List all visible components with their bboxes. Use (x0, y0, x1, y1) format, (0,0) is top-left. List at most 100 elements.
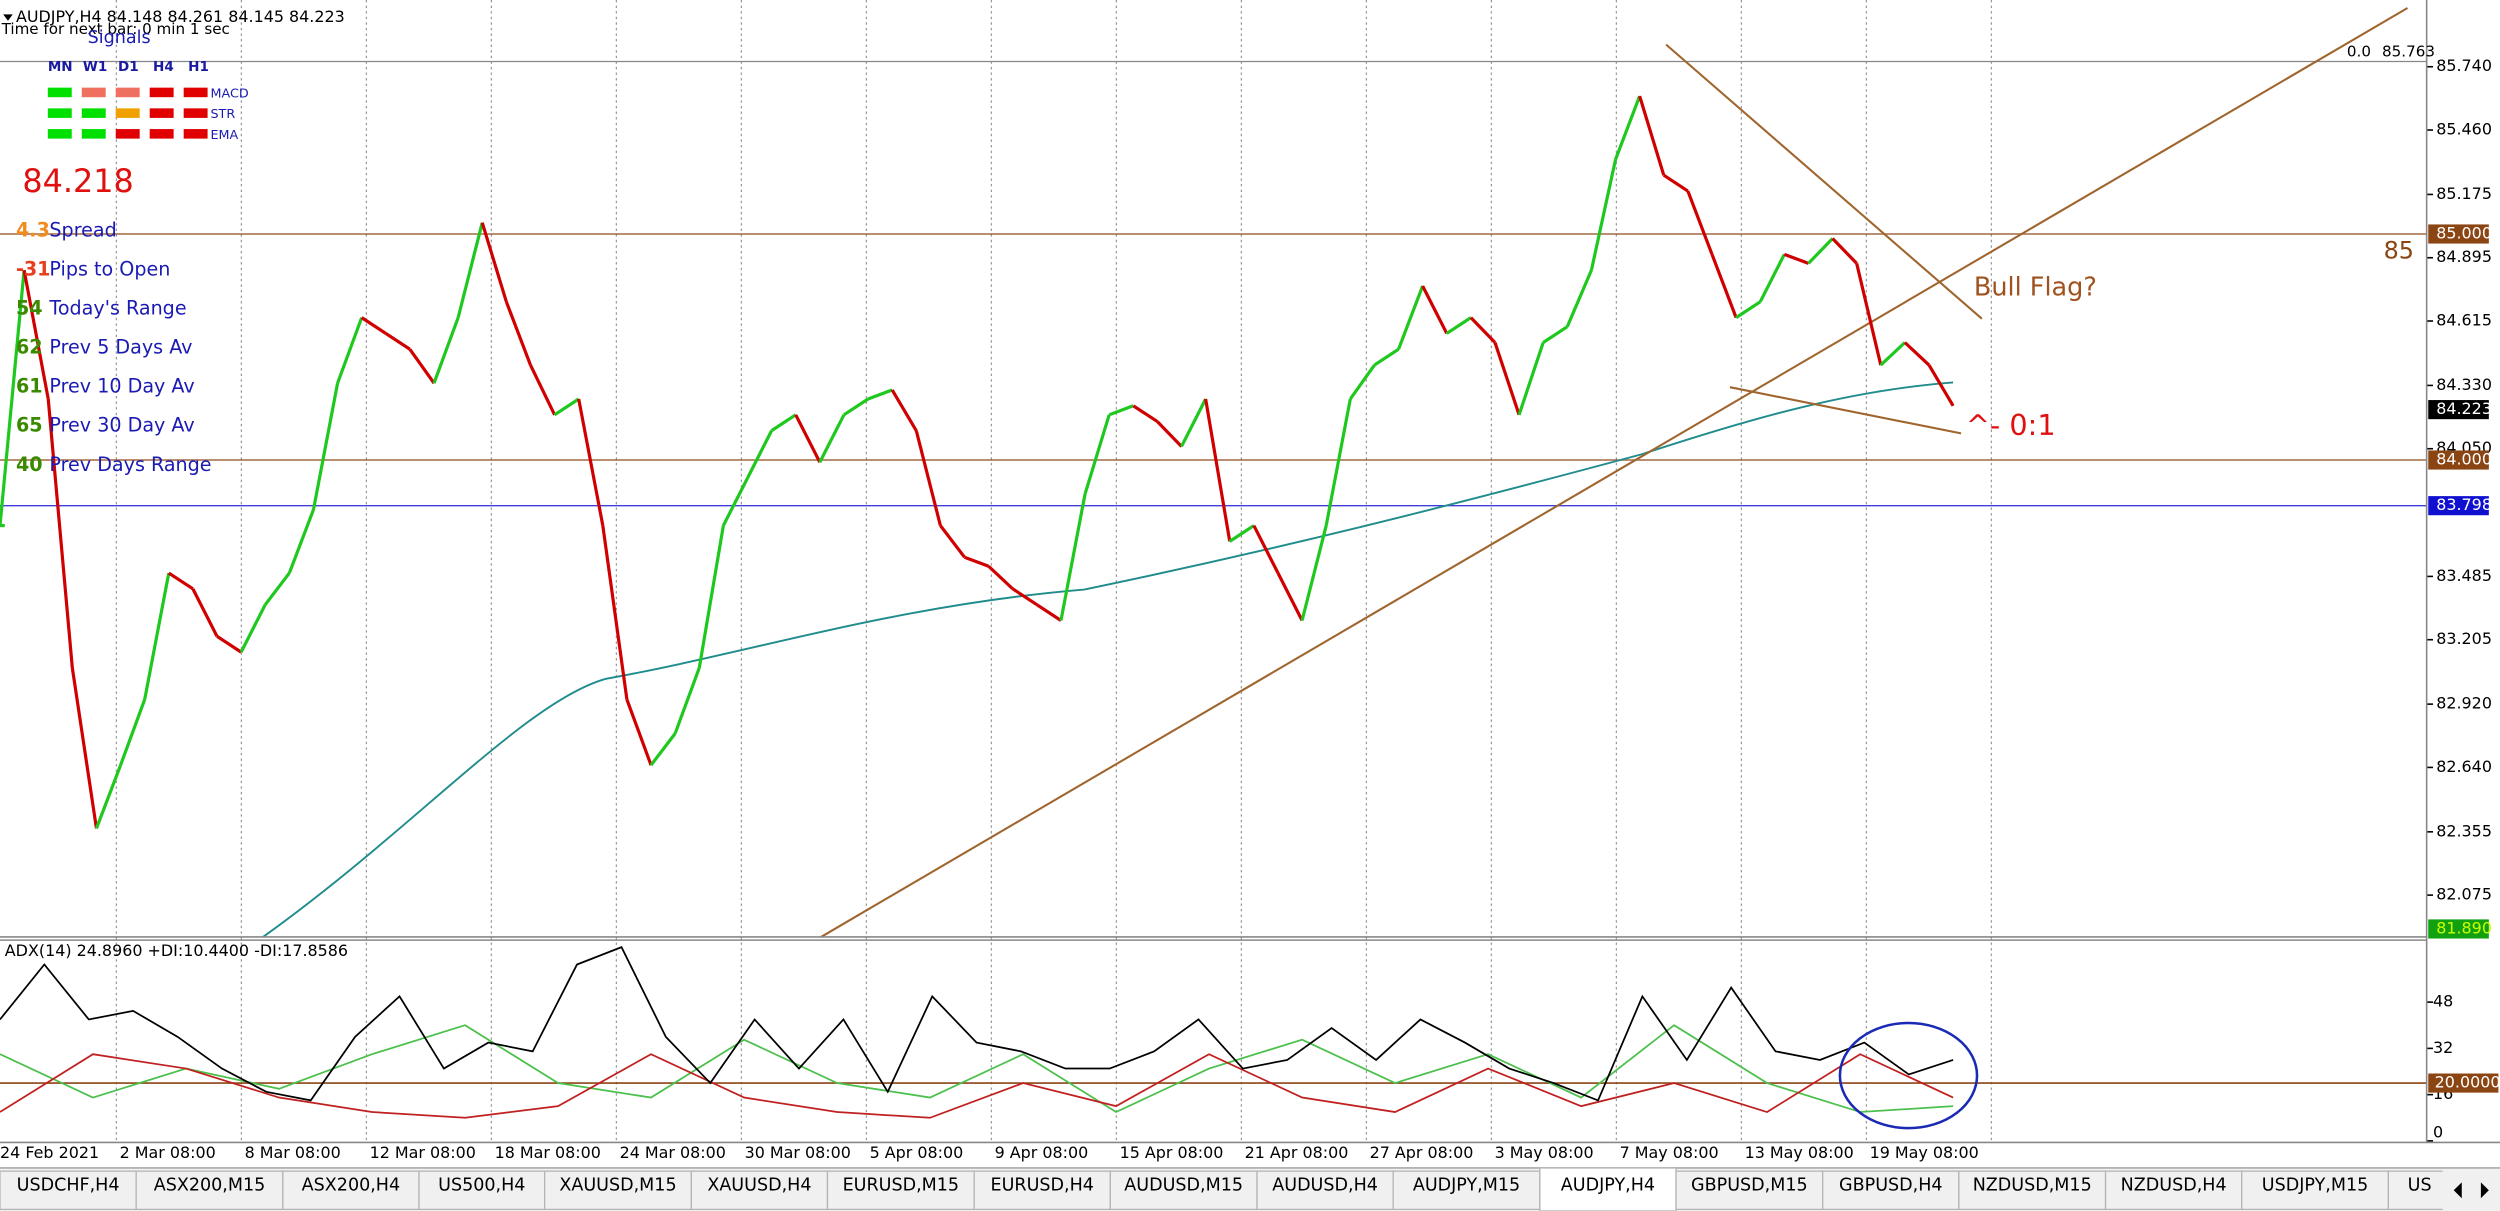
active-tab[interactable] (1539, 1167, 1677, 1211)
price-segment (890, 389, 918, 432)
signal-cell (47, 108, 72, 118)
tab-label[interactable]: GBPUSD,M15 (1691, 1176, 1808, 1196)
tab[interactable] (1958, 1170, 2107, 1211)
tab-label[interactable]: AUDUSD,H4 (1272, 1176, 1378, 1196)
price-tick-label: 82.075 (2436, 885, 2492, 904)
tab[interactable] (1675, 1170, 1824, 1211)
price-segment (46, 398, 74, 669)
price-segment (1156, 420, 1183, 448)
tab[interactable] (1822, 1170, 1960, 1211)
flag-upper-line (1665, 43, 1983, 320)
signal-cell (81, 108, 106, 118)
price-tick-label: 83.485 (2436, 566, 2492, 585)
bar-timer: Time for next bar: 0 min 1 sec (1, 20, 230, 38)
tab-label[interactable]: AUDUSD,M15 (1124, 1176, 1243, 1196)
price-segment (432, 317, 460, 384)
price-segment (914, 430, 942, 526)
signal-cell (47, 87, 72, 98)
collapse-icon[interactable] (3, 14, 13, 21)
tab[interactable] (282, 1170, 420, 1211)
price-segment (1517, 341, 1545, 416)
price-segment (408, 348, 436, 385)
signal-column: W1 (83, 59, 107, 75)
time-label: 8 Mar 08:00 (245, 1143, 341, 1162)
tab-label[interactable]: ASX200,M15 (154, 1176, 266, 1196)
adx-tick-label: 0 (2433, 1122, 2443, 1141)
level-badge-label: 84.223 (2436, 399, 2492, 418)
tab[interactable] (826, 1170, 975, 1211)
tab[interactable] (1392, 1170, 1541, 1211)
tab[interactable] (2104, 1170, 2243, 1211)
tab-label[interactable]: XAUUSD,M15 (559, 1176, 676, 1196)
price-segment (1349, 364, 1376, 400)
tab[interactable] (690, 1170, 829, 1211)
price-segment (0, 270, 26, 526)
trend-line (820, 7, 2409, 938)
bid-price: 84.218 (22, 162, 134, 200)
stat-value: 65 (16, 414, 43, 437)
price-segment (1565, 269, 1593, 328)
stat-label: Spread (49, 219, 116, 242)
tab[interactable] (0, 1170, 137, 1211)
price-tick-label: 85.175 (2436, 184, 2492, 203)
price-segment (311, 382, 340, 511)
tab-label[interactable]: NZDUSD,M15 (1973, 1176, 2092, 1196)
signal-cell (81, 129, 106, 139)
tab-label[interactable]: US (2408, 1176, 2432, 1196)
time-label: 21 Apr 08:00 (1245, 1143, 1349, 1162)
tab-label[interactable]: USDJPY,M15 (2262, 1176, 2368, 1196)
price-segment (963, 555, 990, 568)
tab[interactable] (973, 1170, 1111, 1211)
signal-cell (149, 87, 174, 98)
signal-cell (183, 129, 208, 139)
price-tick-label: 84.895 (2436, 247, 2492, 266)
stat-label: Prev 30 Day Av (49, 414, 194, 437)
tab-label[interactable]: AUDJPY,M15 (1413, 1176, 1520, 1196)
time-label: 3 May 08:00 (1495, 1143, 1594, 1162)
price-segment (987, 565, 1014, 591)
price-segment (1614, 95, 1642, 160)
tab-label[interactable]: EURUSD,H4 (991, 1176, 1094, 1196)
price-segment (1059, 493, 1087, 621)
signal-cell (81, 87, 106, 98)
price-segment (1445, 316, 1472, 335)
time-label: 19 May 08:00 (1870, 1143, 1979, 1162)
price-segment (1710, 253, 1738, 319)
tab-label[interactable]: XAUUSD,H4 (707, 1176, 811, 1196)
tab-label[interactable]: NZDUSD,H4 (2121, 1176, 2227, 1196)
tab-label[interactable]: GBPUSD,H4 (1839, 1176, 1943, 1196)
price-segment (1903, 341, 1931, 367)
price-segment (577, 398, 605, 526)
price-segment (1735, 300, 1762, 319)
scroll-right[interactable] (2480, 1182, 2489, 1199)
price-segment (1783, 252, 1810, 265)
price-tick-label: 83.205 (2436, 629, 2492, 648)
highlight-ellipse (1838, 1021, 1979, 1130)
tab-label[interactable]: US500,H4 (438, 1176, 525, 1196)
tab-label[interactable]: EURUSD,M15 (843, 1176, 959, 1196)
adx-line (0, 946, 1954, 1102)
signal-column: MN (48, 59, 73, 75)
stat-value: 61 (16, 375, 43, 398)
price-segment (818, 414, 846, 463)
tab[interactable] (418, 1170, 546, 1211)
tab-label[interactable]: USDCHF,H4 (17, 1176, 120, 1196)
price-segment (1493, 341, 1521, 416)
tab-label[interactable]: ASX200,H4 (302, 1176, 400, 1196)
price-series (0, 95, 1955, 1119)
tab[interactable] (2241, 1170, 2390, 1211)
tab-label[interactable]: AUDJPY,H4 (1561, 1176, 1655, 1196)
tab[interactable] (1109, 1170, 1258, 1211)
stat-label: Today's Range (48, 297, 186, 320)
moving-average (262, 381, 1954, 938)
level-badge (2428, 496, 2489, 516)
signal-cell (183, 87, 208, 98)
price-segment (1662, 173, 1689, 193)
price-segment (1204, 398, 1232, 542)
level-badge (2428, 450, 2489, 470)
scroll-left[interactable] (2453, 1182, 2462, 1199)
time-label: 24 Feb 2021 (0, 1143, 99, 1162)
signal-cell (47, 129, 72, 139)
